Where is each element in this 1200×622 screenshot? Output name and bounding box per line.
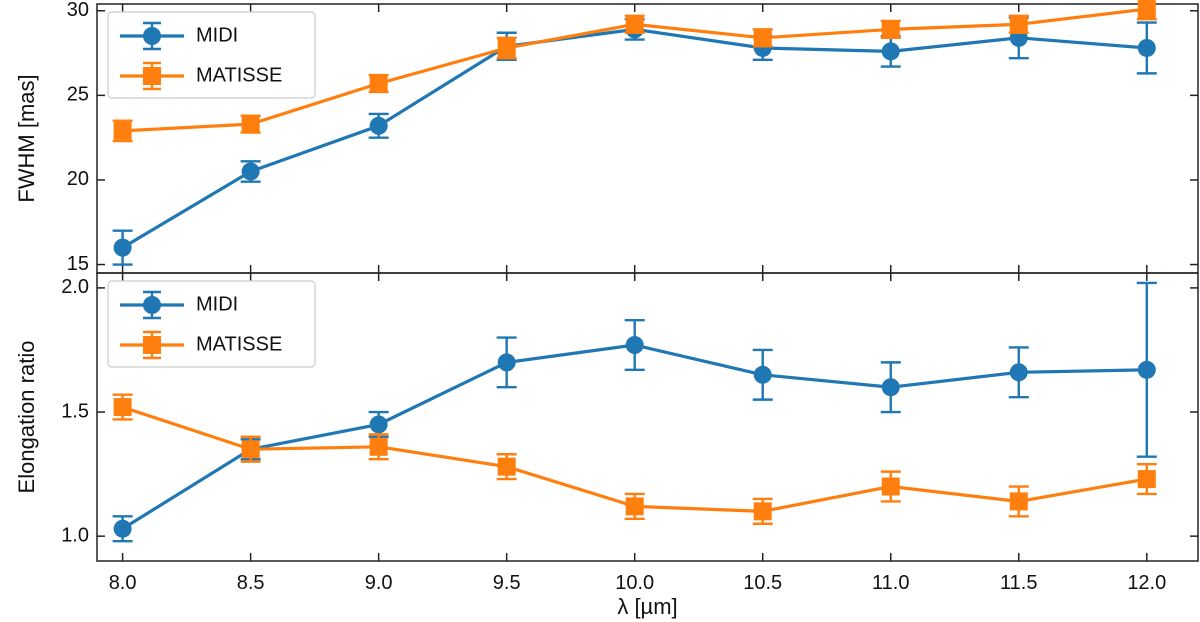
elongation-legend-label-matisse: MATISSE [196, 333, 282, 355]
elongation-point-midi [1009, 363, 1028, 382]
elongation-series-midi [112, 281, 1157, 543]
elongation-point-midi [1137, 360, 1156, 379]
fwhm-y-tick-label: 20 [67, 168, 89, 190]
elongation-legend-marker-midi [143, 296, 161, 314]
fwhm-point-midi [1137, 38, 1156, 57]
elongation-point-matisse [497, 457, 516, 476]
elongation-series-matisse [112, 393, 1157, 525]
fwhm-legend-marker-midi [143, 27, 161, 45]
x-tick-label: 10.5 [743, 572, 782, 594]
fwhm-point-matisse [113, 121, 132, 140]
elongation-legend-label-midi: MIDI [196, 293, 238, 315]
fwhm-y-tick-label: 25 [67, 84, 89, 106]
fwhm-series [112, 0, 1157, 266]
fwhm-legend-entry-midi: MIDI [120, 21, 238, 51]
elongation-point-matisse [1009, 492, 1028, 511]
fwhm-point-matisse [497, 38, 516, 57]
fwhm-point-matisse [369, 74, 388, 93]
elongation-point-matisse [241, 440, 260, 459]
elongation-panel-frame [96, 272, 1199, 562]
fwhm-y-axis-label: FWHM [mas] [14, 74, 39, 202]
elongation-legend-marker-matisse [143, 336, 161, 354]
x-tick-label: 11.0 [872, 572, 909, 594]
elongation-y-ticks: 1.0 1.5 2.0 [61, 276, 1198, 546]
fwhm-series-matisse [112, 0, 1157, 143]
x-tick-label: 9.0 [365, 572, 393, 594]
fwhm-legend-label-midi: MIDI [196, 24, 238, 46]
fwhm-point-matisse [625, 15, 644, 34]
fwhm-y-tick-label: 30 [67, 0, 89, 21]
x-tick-label: 11.5 [1000, 572, 1037, 594]
elongation-point-midi [369, 415, 388, 434]
x-tick-label: 8.0 [109, 572, 137, 594]
elongation-point-midi [753, 365, 772, 384]
elongation-y-tick-label: 2.0 [61, 276, 89, 298]
fwhm-point-matisse [1009, 15, 1028, 34]
x-tick-label: 12.0 [1127, 572, 1166, 594]
fwhm-point-midi [241, 162, 260, 181]
elongation-series [112, 281, 1157, 543]
elongation-legend-entry-matisse: MATISSE [120, 330, 282, 360]
elongation-panel: Elongation ratio λ [µm] 1.0 1.5 2.0 8.0 8.5… [14, 272, 1199, 619]
elongation-point-matisse [113, 398, 132, 417]
elongation-point-midi [113, 519, 132, 538]
x-tick-label: 8.5 [237, 572, 265, 594]
fwhm-point-midi [369, 116, 388, 135]
fwhm-point-midi [881, 42, 900, 61]
x-axis-label: λ [µm] [617, 594, 677, 619]
elongation-y-axis-label: Elongation ratio [14, 341, 39, 494]
fwhm-legend-marker-matisse [143, 67, 161, 85]
elongation-point-matisse [753, 502, 772, 521]
elongation-point-midi [625, 336, 644, 354]
fwhm-point-matisse [1137, 0, 1156, 19]
elongation-x-ticks: 8.0 8.5 9.0 9.5 10.0 10.5 11.0 11.5 12.0 [109, 273, 1166, 594]
fwhm-panel: FWHM [mas] 15 20 25 30 MIDI MATISSE [14, 0, 1199, 275]
elongation-point-matisse [369, 437, 388, 456]
fwhm-legend: MIDI MATISSE [107, 11, 316, 99]
elongation-legend-entry-midi: MIDI [120, 290, 238, 320]
fwhm-legend-label-matisse: MATISSE [196, 64, 282, 86]
elongation-y-tick-label: 1.5 [61, 400, 89, 422]
fwhm-point-matisse [241, 115, 260, 134]
fwhm-legend-entry-matisse: MATISSE [120, 61, 282, 91]
elongation-y-tick-label: 1.0 [61, 524, 89, 546]
elongation-point-matisse [1137, 470, 1156, 489]
fwhm-x-ticks [121, 4, 1148, 273]
elongation-point-midi [497, 353, 516, 372]
elongation-legend: MIDI MATISSE [107, 280, 316, 368]
x-tick-label: 9.5 [493, 572, 521, 594]
fwhm-y-ticks: 15 20 25 30 [67, 0, 1198, 275]
fwhm-point-matisse [753, 28, 772, 47]
elongation-point-matisse [625, 497, 644, 516]
fwhm-y-tick-label: 15 [67, 253, 89, 275]
elongation-point-matisse [881, 477, 900, 496]
x-tick-label: 10.0 [615, 572, 654, 594]
fwhm-point-midi [113, 238, 132, 257]
fwhm-point-matisse [881, 20, 900, 39]
elongation-point-midi [881, 378, 900, 397]
